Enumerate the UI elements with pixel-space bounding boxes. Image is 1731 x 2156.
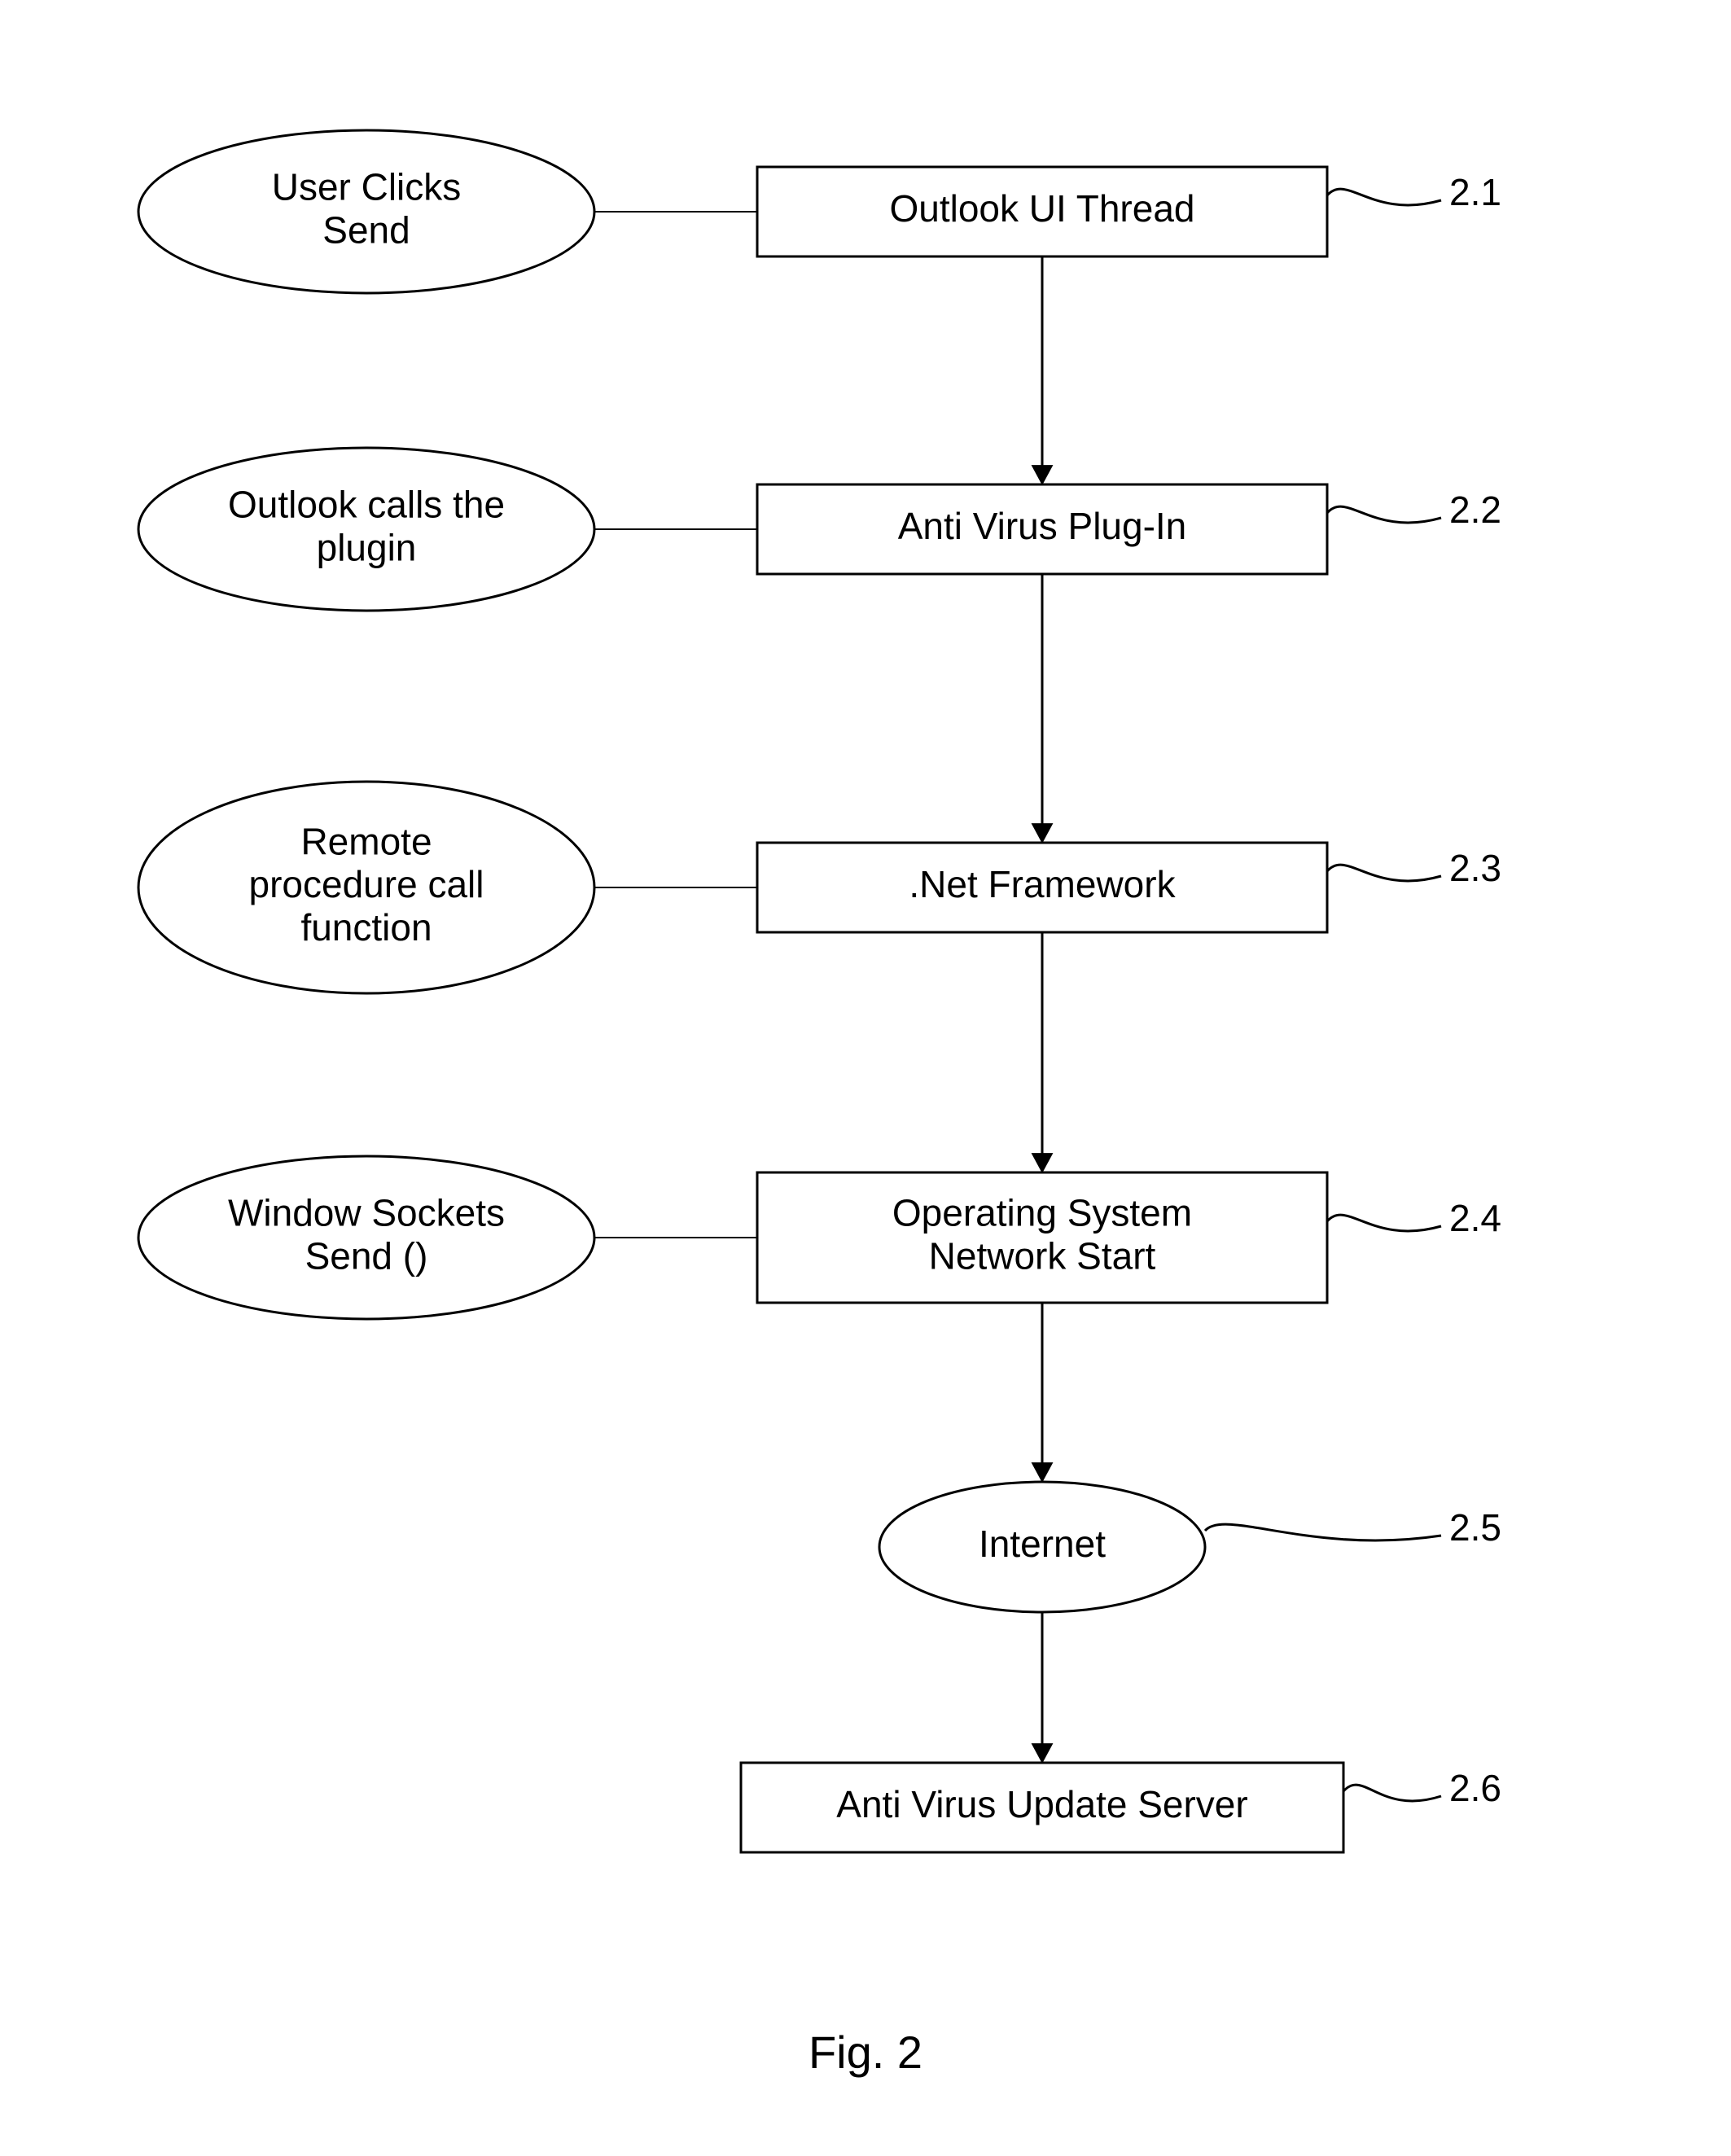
flowchart-diagram: User ClicksSend Outlook UI Thread 2.1 Outlo… bbox=[0, 0, 1731, 2156]
svg-text:function: function bbox=[300, 906, 432, 949]
svg-text:Anti Virus Update Server: Anti Virus Update Server bbox=[836, 1783, 1247, 1825]
callout-line bbox=[1327, 506, 1441, 523]
callout-line bbox=[1327, 189, 1441, 205]
svg-text:plugin: plugin bbox=[317, 527, 417, 569]
svg-text:Network Start: Network Start bbox=[929, 1235, 1156, 1277]
svg-text:Internet: Internet bbox=[979, 1523, 1106, 1565]
ref-label: 2.3 bbox=[1449, 847, 1501, 889]
svg-text:User Clicks: User Clicks bbox=[272, 166, 462, 208]
svg-text:Anti Virus Plug-In: Anti Virus Plug-In bbox=[898, 505, 1187, 547]
svg-text:.Net Framework: .Net Framework bbox=[909, 863, 1176, 905]
svg-text:Send (): Send () bbox=[305, 1235, 428, 1277]
figure-label: Fig. 2 bbox=[809, 2027, 922, 2078]
svg-text:Outlook calls the: Outlook calls the bbox=[228, 484, 505, 526]
svg-text:Send: Send bbox=[322, 209, 410, 252]
svg-text:Remote: Remote bbox=[300, 820, 432, 862]
ref-label: 2.1 bbox=[1449, 171, 1501, 213]
callout-line bbox=[1205, 1524, 1441, 1540]
svg-text:procedure call: procedure call bbox=[249, 863, 484, 905]
ref-label: 2.5 bbox=[1449, 1506, 1501, 1549]
ref-label: 2.6 bbox=[1449, 1767, 1501, 1809]
svg-text:Window Sockets: Window Sockets bbox=[228, 1192, 505, 1234]
ref-label: 2.2 bbox=[1449, 489, 1501, 531]
svg-text:Operating System: Operating System bbox=[892, 1192, 1192, 1234]
callout-line bbox=[1343, 1785, 1441, 1801]
callout-line bbox=[1327, 865, 1441, 881]
callout-line bbox=[1327, 1215, 1441, 1231]
ref-label: 2.4 bbox=[1449, 1197, 1501, 1239]
svg-text:Outlook UI Thread: Outlook UI Thread bbox=[889, 187, 1194, 230]
